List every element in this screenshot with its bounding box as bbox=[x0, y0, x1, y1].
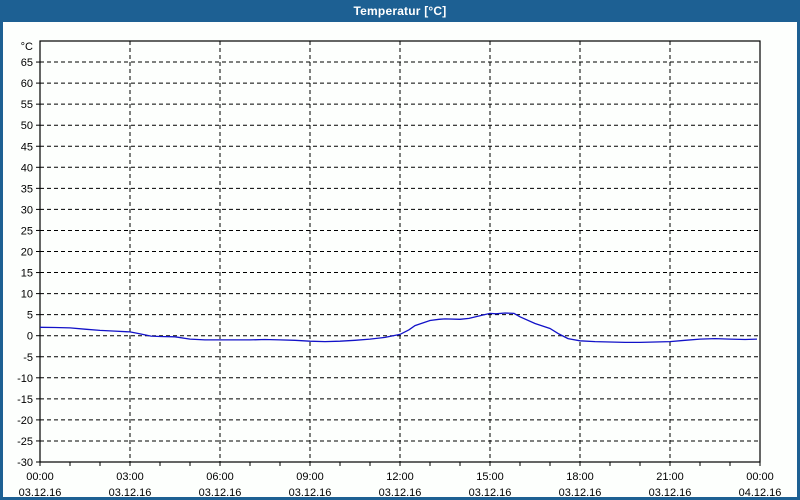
y-tick-label: -15 bbox=[17, 394, 33, 406]
y-tick-label: 30 bbox=[21, 204, 33, 216]
temperature-series-line bbox=[39, 312, 758, 344]
x-tick-time-label: 09:00 bbox=[296, 471, 324, 483]
x-tick-date-label: 03.12.16 bbox=[19, 487, 62, 497]
y-tick-label: 15 bbox=[21, 268, 33, 280]
x-tick-time-label: 12:00 bbox=[386, 471, 414, 483]
y-tick-label: 45 bbox=[21, 141, 33, 153]
x-tick-date-label: 03.12.16 bbox=[649, 487, 692, 497]
x-axis-labels: 00:00 03.12.16 03:00 03.12.16 06:00 03.12.16 0… bbox=[19, 471, 782, 499]
window-titlebar[interactable]: Temperatur [°C] bbox=[3, 0, 797, 22]
y-tick-label: 5 bbox=[27, 310, 33, 322]
x-tick-time-label: 06:00 bbox=[206, 471, 234, 483]
y-tick-label: 25 bbox=[21, 225, 33, 237]
x-tick-date-label: 03.12.16 bbox=[379, 487, 422, 497]
y-tick-label: -20 bbox=[17, 415, 33, 427]
x-tick-time-label: 15:00 bbox=[476, 471, 504, 483]
x-tick-date-label: 03.12.16 bbox=[559, 487, 602, 497]
y-axis-labels: -30 -25 -20 -15 -10 -5 0 5 10 15 20 25 30 35 40 45 50 55 6… bbox=[17, 41, 40, 469]
y-tick-label: 10 bbox=[21, 289, 33, 301]
x-tick-time-label: 18:00 bbox=[566, 471, 594, 483]
y-tick-label: 20 bbox=[21, 247, 33, 259]
window-title: Temperatur [°C] bbox=[353, 4, 447, 18]
temperature-chart: -30 -25 -20 -15 -10 -5 0 5 10 15 20 25 30 35 40 45 50 55 6… bbox=[17, 40, 782, 499]
x-gridlines bbox=[129, 41, 671, 462]
y-tick-label: -10 bbox=[17, 373, 33, 385]
x-tick-date-label: 04.12.16 bbox=[739, 487, 782, 497]
x-tick-time-label: 21:00 bbox=[656, 471, 684, 483]
y-axis-unit-label: °C bbox=[21, 41, 33, 53]
y-tick-label: -25 bbox=[17, 436, 33, 448]
x-tick-date-label: 03.12.16 bbox=[289, 487, 332, 497]
plot-border bbox=[39, 40, 761, 463]
y-tick-label: 40 bbox=[21, 162, 33, 174]
y-tick-label: -30 bbox=[17, 457, 33, 469]
x-axis-ticks bbox=[39, 462, 761, 466]
y-tick-label: 55 bbox=[21, 99, 33, 111]
y-tick-label: -5 bbox=[23, 352, 33, 364]
y-tick-label: 35 bbox=[21, 183, 33, 195]
y-tick-label: 0 bbox=[27, 331, 33, 343]
x-tick-time-label: 00:00 bbox=[746, 471, 774, 483]
y-tick-label: 65 bbox=[21, 57, 33, 69]
x-tick-date-label: 03.12.16 bbox=[469, 487, 512, 497]
x-tick-date-label: 03.12.16 bbox=[109, 487, 152, 497]
x-tick-time-label: 03:00 bbox=[116, 471, 144, 483]
x-tick-time-label: 00:00 bbox=[26, 471, 54, 483]
chart-panel: -30 -25 -20 -15 -10 -5 0 5 10 15 20 25 30 35 40 45 50 55 6… bbox=[3, 22, 797, 499]
y-tick-label: 60 bbox=[21, 78, 33, 90]
x-tick-date-label: 03.12.16 bbox=[199, 487, 242, 497]
y-tick-label: 50 bbox=[21, 120, 33, 132]
